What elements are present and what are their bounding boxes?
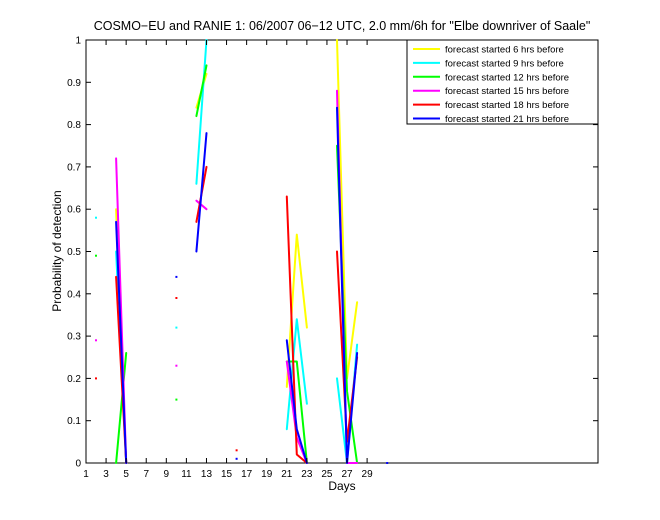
- series-6-point-3: [386, 462, 389, 464]
- series-4-point-1: [95, 339, 97, 342]
- x-tick-label-25: 25: [321, 469, 333, 480]
- series-3-segment-1: [115, 352, 128, 464]
- y-tick-label-4: 0.4: [67, 289, 81, 300]
- x-tick-label-21: 21: [281, 469, 293, 480]
- axis-layer: 1 3 5 7 9 11 13 15 17 19 21 23 25 27 2900.10.20.30.40.…: [67, 36, 598, 480]
- y-tick-label-0: 0: [75, 459, 81, 470]
- legend-label-1: forecast started 6 hrs before: [445, 45, 564, 56]
- data-layer: [95, 39, 389, 464]
- series-3-segment-2: [195, 64, 208, 118]
- y-axis-label: Probability of detection: [50, 190, 64, 311]
- series-6-point-2: [235, 457, 238, 460]
- series-4-point-2: [175, 364, 178, 367]
- legend-label-5: forecast started 18 hrs before: [445, 100, 569, 111]
- x-tick-label-19: 19: [261, 469, 273, 480]
- y-tick-label-8: 0.8: [67, 120, 81, 131]
- series-5-segment-3: [285, 195, 308, 464]
- legend-box: [406, 39, 599, 125]
- x-tick-label-11: 11: [181, 469, 192, 480]
- series-1-segment-3: [285, 233, 308, 388]
- y-tick-label-3: 0.3: [67, 332, 81, 343]
- x-tick-label-23: 23: [301, 469, 313, 480]
- y-tick-label-10: 1: [75, 36, 81, 47]
- series-3-point-1: [95, 254, 97, 257]
- legend-label-4: forecast started 15 hrs before: [445, 86, 569, 97]
- series-6-segment-3: [285, 339, 308, 464]
- series-2-point-2: [175, 326, 178, 329]
- legend: forecast started 6 hrs before forecast st…: [406, 39, 599, 125]
- series-6-segment-1: [115, 220, 128, 464]
- legend-label-6: forecast started 21 hrs before: [445, 114, 569, 125]
- series-6-segment-2: [195, 132, 208, 253]
- x-tick-label-27: 27: [341, 469, 353, 480]
- x-tick-label-17: 17: [241, 469, 253, 480]
- y-tick-label-7: 0.7: [67, 162, 81, 173]
- y-tick-label-6: 0.6: [67, 205, 81, 216]
- series-5-point-3: [235, 449, 238, 452]
- chart-title: COSMO−EU and RANIE 1: 06/2007 06−12 UTC,…: [94, 19, 591, 33]
- series-5-point-2: [175, 297, 178, 299]
- y-tick-label-2: 0.2: [67, 374, 81, 385]
- x-tick-label-5: 5: [123, 469, 129, 480]
- series-3-point-2: [175, 398, 178, 401]
- y-tick-label-5: 0.5: [67, 247, 81, 258]
- y-tick-label-9: 0.9: [67, 78, 81, 89]
- series-2-segment-2: [195, 39, 208, 185]
- x-tick-label-9: 9: [164, 469, 170, 480]
- legend-label-3: forecast started 12 hrs before: [445, 72, 569, 83]
- x-tick-label-13: 13: [201, 469, 213, 480]
- series-4-segment-2: [195, 199, 208, 211]
- series-5-point-1: [95, 377, 97, 380]
- x-tick-label-29: 29: [362, 469, 374, 480]
- series-6-point-1: [175, 275, 178, 278]
- legend-label-2: forecast started 9 hrs before: [445, 58, 564, 69]
- x-axis-label: Days: [328, 479, 355, 493]
- x-tick-label-3: 3: [103, 469, 109, 480]
- x-tick-label-7: 7: [143, 469, 149, 480]
- y-tick-label-1: 0.1: [67, 416, 81, 427]
- x-tick-label-1: 1: [83, 469, 89, 480]
- x-tick-label-15: 15: [221, 469, 233, 480]
- series-2-point-1: [95, 216, 97, 219]
